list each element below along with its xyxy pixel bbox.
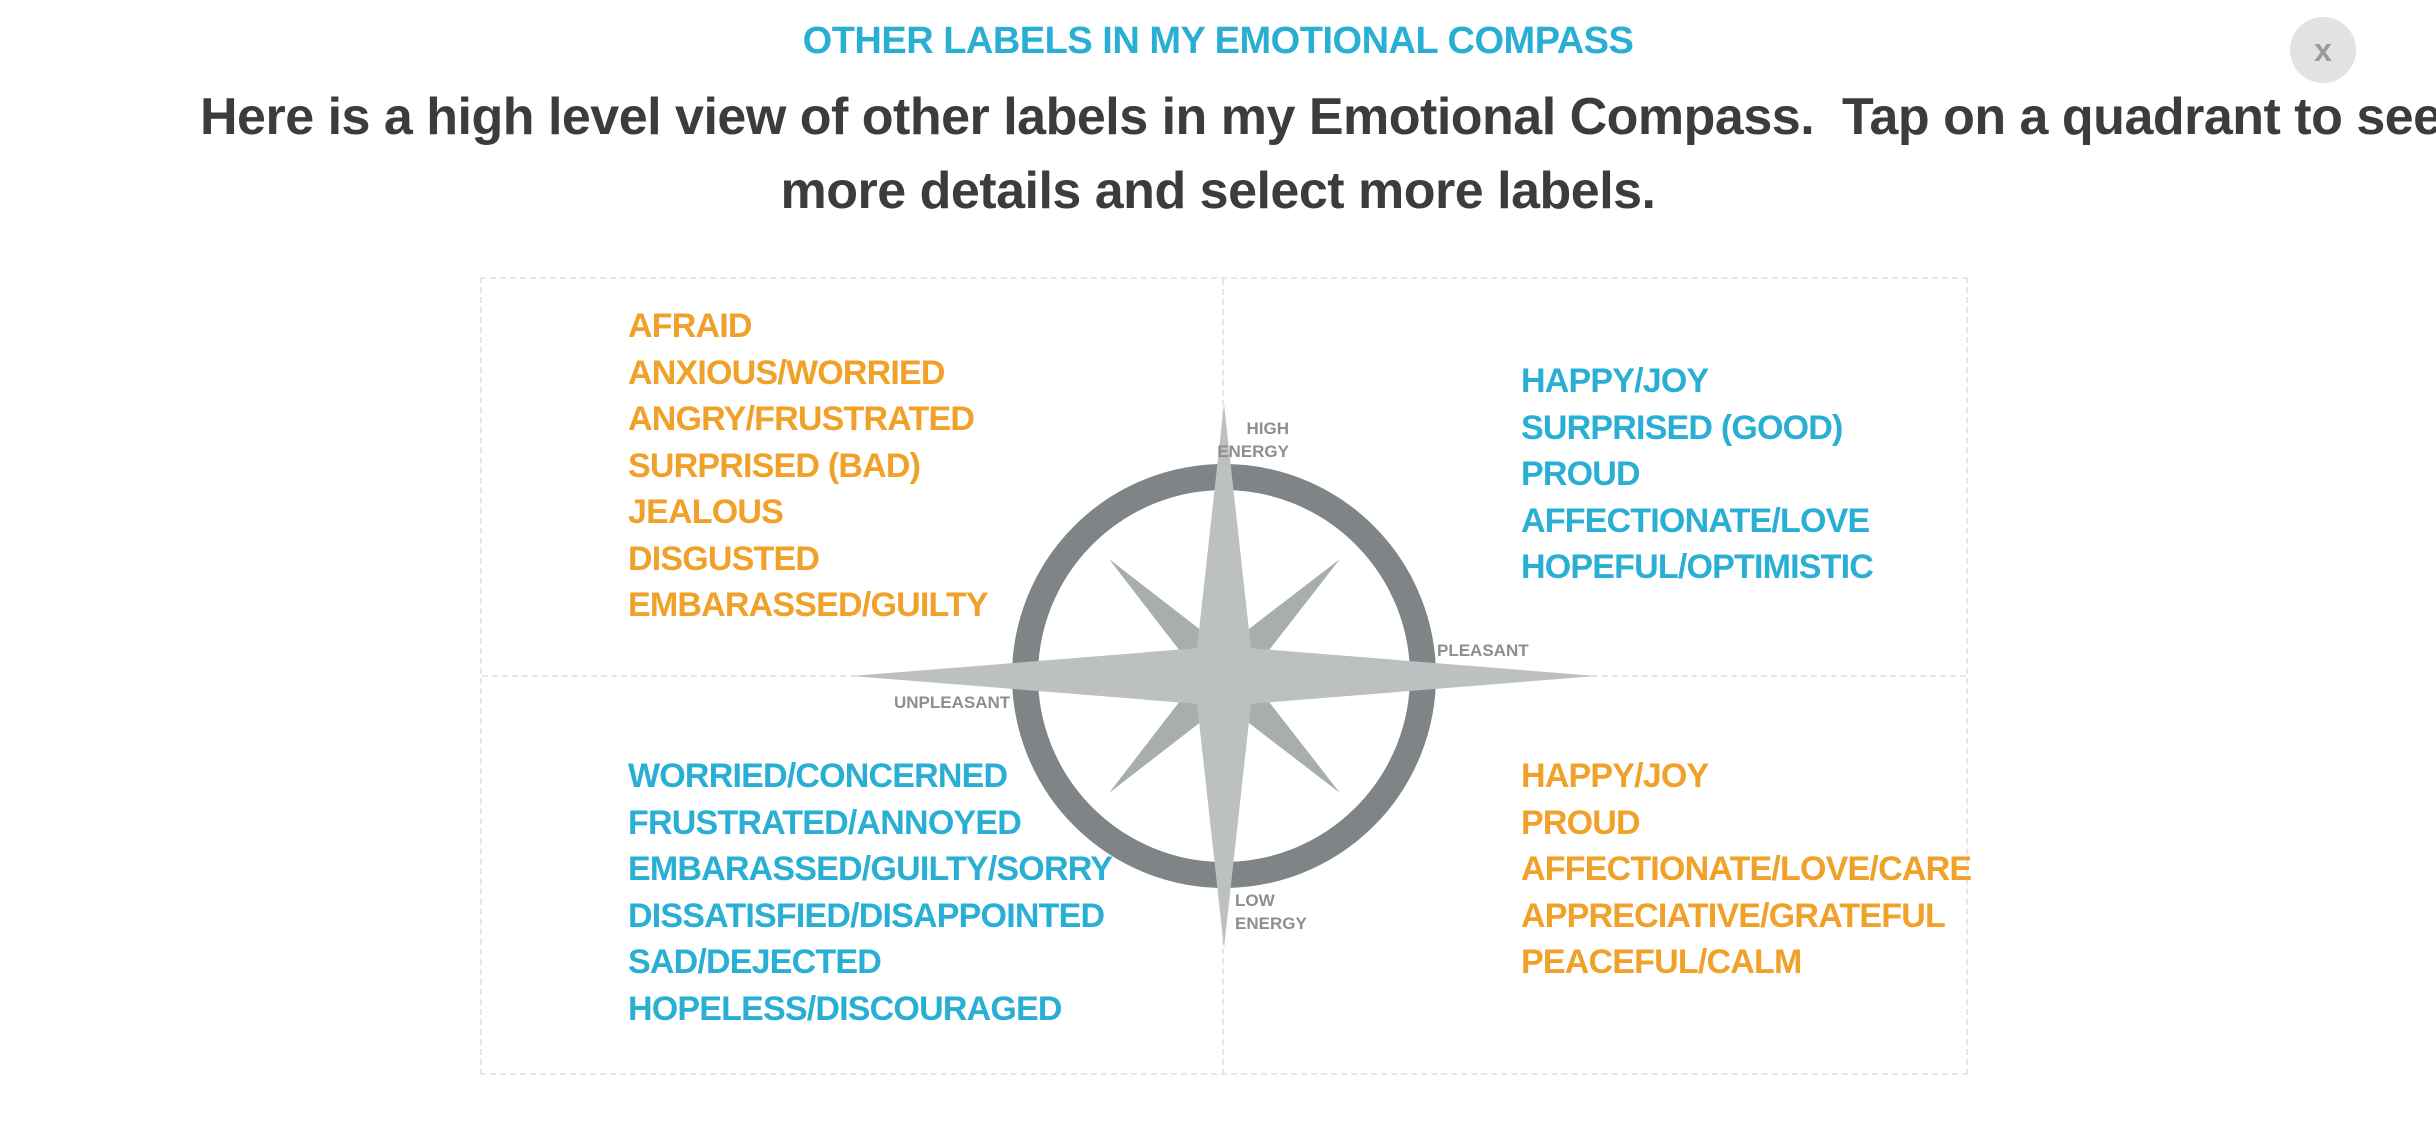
headline-line-1: Here is a high level view of other label… xyxy=(200,88,2436,146)
headline-line-2: more details and select more labels. xyxy=(780,162,1656,220)
page-headline: Here is a high level view of other label… xyxy=(200,80,2436,228)
emotional-compass: AFRAID ANXIOUS/WORRIED ANGRY/FRUSTRATED SUR… xyxy=(480,277,1972,1075)
quadrant-high-energy-pleasant[interactable] xyxy=(1224,279,1966,677)
page-eyebrow-title: OTHER LABELS IN MY EMOTIONAL COMPASS xyxy=(802,20,1634,62)
quadrant-low-energy-pleasant[interactable] xyxy=(1224,677,1966,1075)
quadrant-high-energy-unpleasant[interactable] xyxy=(482,279,1224,677)
quadrant-low-energy-unpleasant[interactable] xyxy=(482,677,1224,1075)
close-button[interactable]: x xyxy=(2290,17,2356,83)
